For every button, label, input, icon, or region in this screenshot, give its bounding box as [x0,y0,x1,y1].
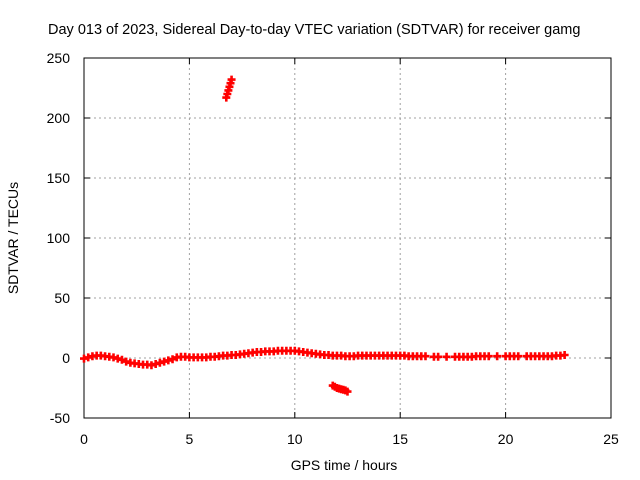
x-tick-label: 5 [186,431,194,447]
data-point [484,352,493,361]
x-axis-label: GPS time / hours [291,457,398,473]
x-tick-label: 20 [498,431,514,447]
data-point [493,352,502,361]
data-point [168,355,177,364]
y-tick-label: 250 [47,50,71,66]
y-tick-label: 200 [47,110,71,126]
axis-ticks: 0 5 10 15 20 25 -50 0 50 100 150 200 250 [47,50,619,447]
y-tick-label: -50 [50,410,70,426]
data-point [421,352,430,361]
data-point [117,355,126,364]
data-points [80,75,569,396]
data-point [434,352,443,361]
x-tick-label: 10 [287,431,303,447]
x-tick-label: 15 [392,431,408,447]
y-axis-label: SDTVAR / TECUs [5,182,21,294]
data-point [514,352,523,361]
x-tick-label: 0 [80,431,88,447]
data-point [343,387,352,396]
y-tick-label: 50 [54,290,70,306]
chart-title: Day 013 of 2023, Sidereal Day-to-day VTE… [48,22,580,38]
data-point [227,75,236,84]
y-tick-label: 100 [47,230,71,246]
y-tick-label: 0 [62,350,70,366]
data-point [560,351,569,359]
y-tick-label: 150 [47,170,71,186]
x-tick-label: 25 [603,431,619,447]
data-point [442,352,451,361]
